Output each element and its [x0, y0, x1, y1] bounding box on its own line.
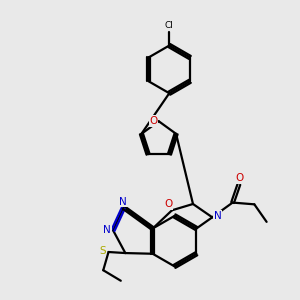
Text: O: O — [149, 116, 158, 126]
Text: O: O — [164, 199, 172, 209]
Text: S: S — [99, 246, 106, 256]
Text: O: O — [236, 173, 244, 183]
Text: N: N — [119, 196, 127, 206]
Text: N: N — [214, 211, 221, 221]
Text: N: N — [103, 225, 111, 235]
Text: Cl: Cl — [165, 21, 174, 30]
